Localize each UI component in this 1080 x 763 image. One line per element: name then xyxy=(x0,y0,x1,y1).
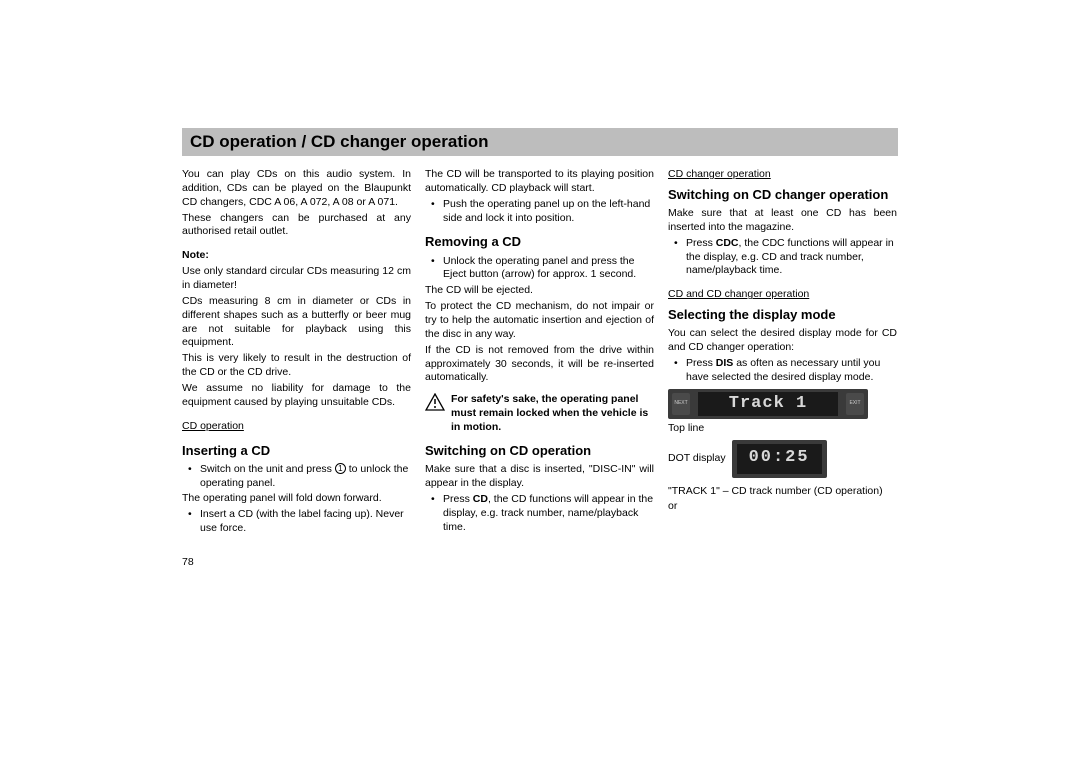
list-item: Insert a CD (with the label facing up). … xyxy=(182,508,411,536)
body-text: You can select the desired display mode … xyxy=(668,327,897,355)
warning-triangle-icon xyxy=(425,393,445,411)
body-text: "TRACK 1" – CD track number (CD operatio… xyxy=(668,485,897,499)
bullet-list: Insert a CD (with the label facing up). … xyxy=(182,508,411,536)
body-text: We assume no liability for damage to the… xyxy=(182,382,411,410)
heading-inserting-cd: Inserting a CD xyxy=(182,442,411,459)
caption-topline: Top line xyxy=(668,422,897,436)
bullet-list: Push the operating panel up on the left-… xyxy=(425,198,654,226)
body-text: These changers can be purchased at any a… xyxy=(182,212,411,240)
body-text: You can play CDs on this audio system. I… xyxy=(182,168,411,210)
exit-button-icon: EXIT xyxy=(846,393,864,415)
bullet-list: Press CDC, the CDC functions will appear… xyxy=(668,237,897,279)
body-text: If the CD is not removed from the drive … xyxy=(425,344,654,386)
subsection-label: CD and CD changer operation xyxy=(668,288,897,302)
bullet-list: Unlock the operating panel and press the… xyxy=(425,255,654,283)
display-mockup-dot: 00:25 xyxy=(732,440,827,478)
body-text: To protect the CD mechanism, do not impa… xyxy=(425,300,654,342)
body-text: Use only standard circular CDs measuring… xyxy=(182,265,411,293)
display-mockup-topline: NEXT Track 1 EXIT xyxy=(668,389,868,419)
subsection-label: CD changer operation xyxy=(668,168,897,182)
column-1: You can play CDs on this audio system. I… xyxy=(182,168,411,572)
body-text: The CD will be transported to its playin… xyxy=(425,168,654,196)
body-text: Make sure that at least one CD has been … xyxy=(668,207,897,235)
heading-select-display: Selecting the display mode xyxy=(668,306,897,323)
heading-switching-cdc: Switching on CD changer operation xyxy=(668,186,897,203)
section-title-bar: CD operation / CD changer operation xyxy=(182,128,898,156)
lcd-dot: 00:25 xyxy=(737,444,822,474)
three-column-layout: You can play CDs on this audio system. I… xyxy=(182,168,898,572)
heading-removing-cd: Removing a CD xyxy=(425,233,654,250)
list-item: Switch on the unit and press 1 to unlock… xyxy=(182,463,411,491)
dot-display-row: DOT display 00:25 xyxy=(668,438,897,481)
body-text: This is very likely to result in the des… xyxy=(182,352,411,380)
list-item: Press CDC, the CDC functions will appear… xyxy=(668,237,897,279)
bullet-list: Press CD, the CD functions will appear i… xyxy=(425,493,654,535)
note-label: Note: xyxy=(182,249,411,263)
caption-dot: DOT display xyxy=(668,452,726,466)
list-item: Push the operating panel up on the left-… xyxy=(425,198,654,226)
list-item: Press DIS as often as necessary until yo… xyxy=(668,357,897,385)
heading-switching-cd: Switching on CD operation xyxy=(425,442,654,459)
warning-text: For safety's sake, the operating panel m… xyxy=(451,393,654,434)
button-ref-icon: 1 xyxy=(335,463,346,474)
list-item: Press CD, the CD functions will appear i… xyxy=(425,493,654,535)
subsection-label: CD operation xyxy=(182,420,411,434)
section-title: CD operation / CD changer operation xyxy=(190,132,890,152)
column-3: CD changer operation Switching on CD cha… xyxy=(668,168,897,572)
warning-block: For safety's sake, the operating panel m… xyxy=(425,393,654,434)
manual-page: CD operation / CD changer operation You … xyxy=(182,128,898,572)
bullet-list: Switch on the unit and press 1 to unlock… xyxy=(182,463,411,491)
bullet-list: Press DIS as often as necessary until yo… xyxy=(668,357,897,385)
lcd-topline: Track 1 xyxy=(698,392,838,416)
list-item: Unlock the operating panel and press the… xyxy=(425,255,654,283)
page-number: 78 xyxy=(182,556,411,570)
next-button-icon: NEXT xyxy=(672,393,690,415)
body-text: Make sure that a disc is inserted, "DISC… xyxy=(425,463,654,491)
column-2: The CD will be transported to its playin… xyxy=(425,168,654,572)
body-text: CDs measuring 8 cm in diameter or CDs in… xyxy=(182,295,411,350)
body-text: or xyxy=(668,500,897,514)
body-text: The operating panel will fold down forwa… xyxy=(182,492,411,506)
body-text: The CD will be ejected. xyxy=(425,284,654,298)
